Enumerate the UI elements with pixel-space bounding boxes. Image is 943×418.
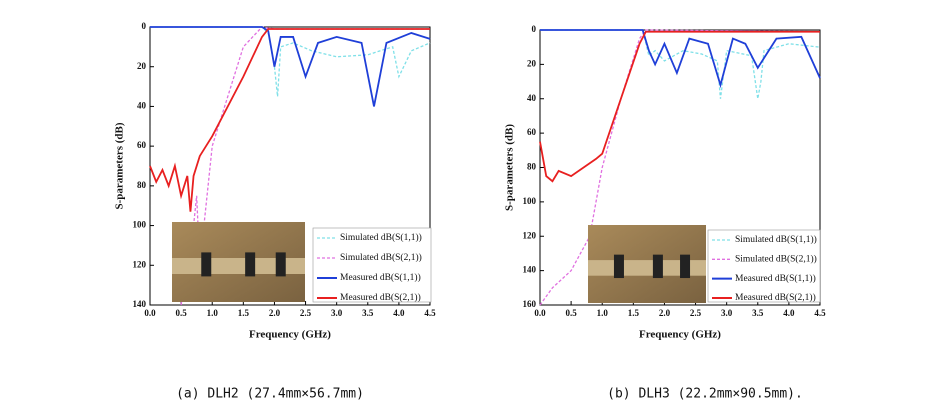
y-tick-label: 100 bbox=[523, 196, 537, 206]
y-tick-label: 120 bbox=[133, 259, 147, 269]
y-tick-label: 0 bbox=[532, 24, 537, 34]
x-tick-label: 4.0 bbox=[783, 308, 795, 318]
x-tick-label: 3.5 bbox=[752, 308, 764, 318]
y-axis-title: S-parameters (dB) bbox=[114, 122, 126, 209]
y-tick-label: 120 bbox=[523, 230, 537, 240]
y-tick-label: 140 bbox=[523, 265, 537, 275]
legend-box bbox=[707, 229, 821, 303]
x-tick-label: 0.0 bbox=[144, 308, 156, 318]
caption: (a) DLH2 (27.4mm×56.7mm) bbox=[176, 387, 364, 402]
series-line bbox=[540, 29, 821, 89]
photo-block bbox=[680, 254, 691, 279]
x-axis-title: Frequency (GHz) bbox=[639, 329, 721, 341]
x-tick-label: 4.5 bbox=[424, 308, 436, 318]
photo-block bbox=[652, 254, 663, 279]
x-tick-label: 2.0 bbox=[269, 308, 281, 318]
x-tick-label: 1.5 bbox=[628, 308, 640, 318]
y-tick-label: 60 bbox=[137, 140, 147, 150]
x-tick-label: 0.0 bbox=[534, 308, 546, 318]
x-tick-label: 0.5 bbox=[565, 308, 577, 318]
x-tick-label: 1.0 bbox=[597, 308, 609, 318]
x-tick-label: 3.5 bbox=[362, 308, 374, 318]
x-axis-title: Frequency (GHz) bbox=[249, 329, 331, 341]
y-tick-label: 40 bbox=[527, 93, 537, 103]
legend-label: Simulated dB(S(1,1)) bbox=[735, 234, 817, 245]
x-tick-label: 3.0 bbox=[331, 308, 343, 318]
photo-block bbox=[201, 252, 212, 277]
y-tick-label: 20 bbox=[137, 61, 147, 71]
legend-label: Measured dB(S(1,1)) bbox=[340, 272, 421, 283]
x-tick-label: 2.5 bbox=[300, 308, 312, 318]
y-tick-label: 80 bbox=[527, 162, 537, 172]
series-line bbox=[539, 30, 820, 183]
legend-label: Measured dB(S(1,1)) bbox=[735, 273, 816, 284]
y-tick-label: 80 bbox=[137, 180, 147, 190]
y-tick-label: 0 bbox=[142, 21, 147, 31]
y-axis-title: S-parameters (dB) bbox=[504, 124, 516, 211]
y-tick-label: 160 bbox=[523, 299, 537, 309]
x-tick-label: 3.0 bbox=[721, 308, 733, 318]
x-tick-label: 4.5 bbox=[814, 308, 826, 318]
photo-block bbox=[613, 254, 624, 279]
y-tick-label: 140 bbox=[133, 299, 147, 309]
x-tick-label: 2.0 bbox=[659, 308, 671, 318]
legend-box bbox=[312, 227, 432, 303]
photo-block bbox=[245, 252, 256, 277]
x-tick-label: 4.0 bbox=[393, 308, 405, 318]
x-tick-label: 1.5 bbox=[238, 308, 250, 318]
x-tick-label: 0.5 bbox=[175, 308, 187, 318]
legend-label: Simulated dB(S(2,1)) bbox=[735, 254, 817, 265]
x-tick-label: 1.0 bbox=[207, 308, 219, 318]
photo-block bbox=[275, 252, 286, 277]
legend-label: Simulated dB(S(2,1)) bbox=[340, 252, 422, 263]
y-tick-label: 60 bbox=[527, 127, 537, 137]
series-line bbox=[149, 28, 430, 212]
legend-label: Measured dB(S(2,1)) bbox=[735, 292, 816, 303]
y-tick-label: 40 bbox=[137, 100, 147, 110]
series-line bbox=[150, 26, 431, 107]
y-tick-label: 100 bbox=[133, 220, 147, 230]
y-tick-label: 20 bbox=[527, 58, 537, 68]
x-tick-label: 2.5 bbox=[690, 308, 702, 318]
caption: (b) DLH3 (22.2mm×90.5mm). bbox=[607, 387, 803, 402]
legend-label: Measured dB(S(2,1)) bbox=[340, 292, 421, 303]
legend-label: Simulated dB(S(1,1)) bbox=[340, 232, 422, 243]
